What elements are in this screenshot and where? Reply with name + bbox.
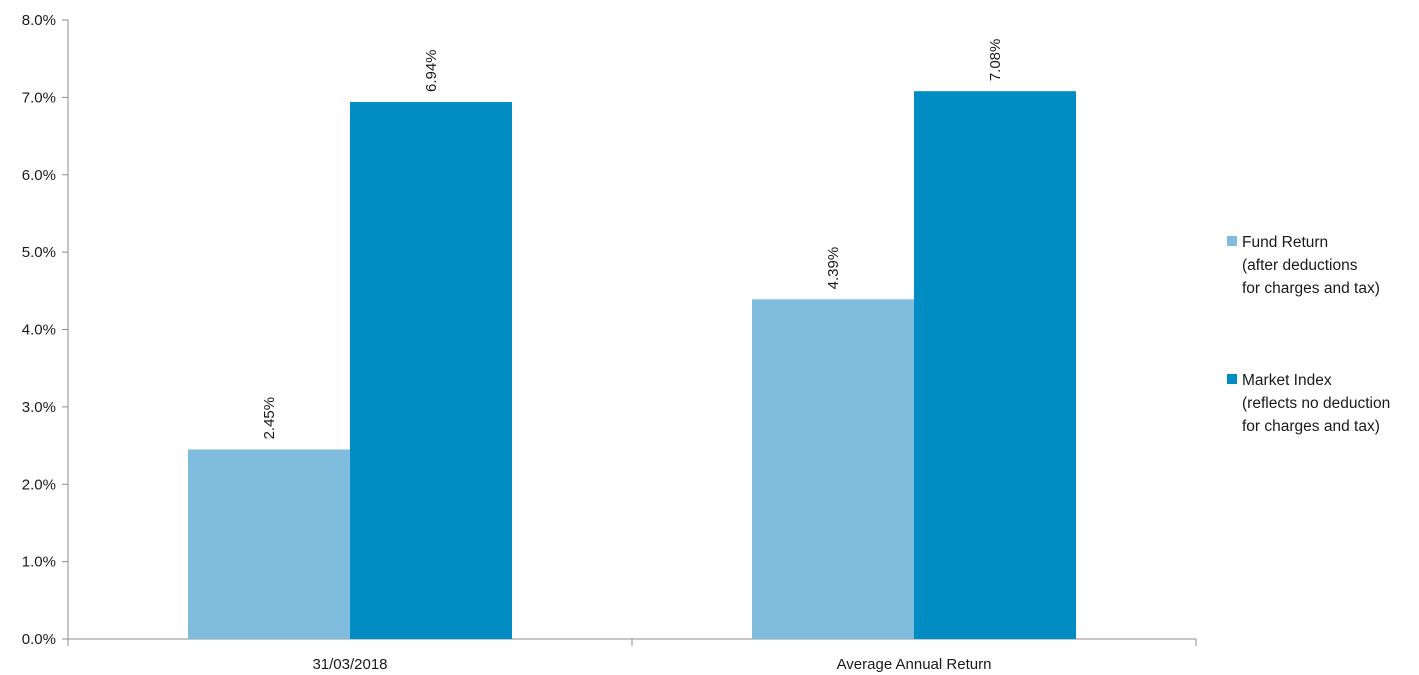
legend-swatch — [1227, 236, 1237, 246]
bars — [188, 91, 1076, 639]
legend-label: Fund Return — [1242, 234, 1328, 251]
x-category-label: Average Annual Return — [837, 656, 992, 673]
y-tick-label: 1.0% — [22, 554, 56, 571]
y-tick-label: 5.0% — [22, 244, 56, 261]
data-labels: 2.45% 6.94% 4.39% 7.08% — [261, 39, 1004, 440]
y-tick-label: 8.0% — [22, 12, 56, 29]
data-label: 7.08% — [987, 39, 1004, 82]
y-tick-label: 3.0% — [22, 399, 56, 416]
legend-label: for charges and tax) — [1242, 280, 1380, 297]
bar — [752, 299, 914, 639]
y-tick-label: 2.0% — [22, 476, 56, 493]
y-axis: 0.0% 1.0% 2.0% 3.0% 4.0% 5.0% 6.0% 7.0% 8.0% — [22, 12, 69, 648]
legend-label: for charges and tax) — [1242, 418, 1380, 435]
bar — [914, 91, 1076, 639]
legend-swatch — [1227, 374, 1237, 384]
legend: Fund Return (after deductions for charges … — [1227, 234, 1390, 435]
legend-label: (reflects no deduction — [1242, 395, 1390, 412]
y-tick-label: 6.0% — [22, 167, 56, 184]
legend-label: Market Index — [1242, 372, 1332, 389]
data-label: 4.39% — [825, 247, 842, 290]
x-axis: 31/03/2018 Average Annual Return — [67, 638, 1197, 673]
data-label: 2.45% — [261, 397, 278, 440]
legend-label: (after deductions — [1242, 257, 1358, 274]
data-label: 6.94% — [423, 49, 440, 92]
y-tick-label: 4.0% — [22, 322, 56, 339]
bar — [350, 102, 512, 639]
y-tick-label: 0.0% — [22, 631, 56, 648]
x-category-label: 31/03/2018 — [312, 656, 387, 673]
bar — [188, 449, 350, 639]
y-tick-label: 7.0% — [22, 89, 56, 106]
